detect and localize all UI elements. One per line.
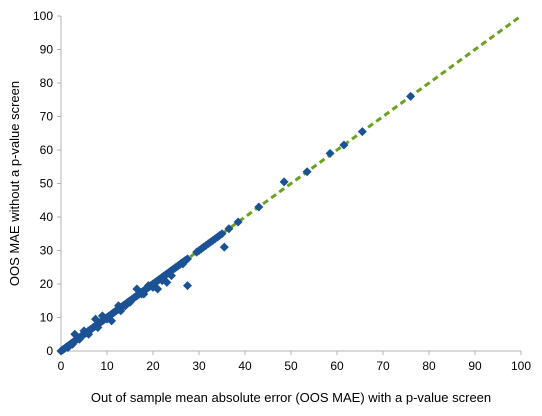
y-tick-label: 60 [40,143,54,157]
x-tick-label: 10 [100,359,114,373]
x-tick-label: 70 [376,359,390,373]
data-point [157,276,167,286]
tick-labels: 0 10 20 30 40 50 60 70 80 90 100 0 10 20 30 40 50 60 70 80 9… [33,9,531,373]
data-point [84,329,94,339]
data-point [217,229,227,239]
data-point [183,254,192,264]
y-axis-title-group: OOS MAE without a p-value screen [7,81,22,286]
y-tick-label: 80 [40,76,54,90]
y-tick-label: 40 [40,210,54,224]
x-axis-title: Out of sample mean absolute error (OOS M… [91,390,491,405]
y-tick-label: 50 [40,177,54,191]
x-tick-label: 50 [284,359,298,373]
data-point [91,314,100,324]
x-tick-label: 80 [422,359,436,373]
x-tick-label: 100 [511,359,531,373]
x-tick-label: 0 [58,359,65,373]
y-tick-label: 30 [40,244,54,258]
data-point [139,289,149,299]
x-tick-label: 40 [238,359,252,373]
data-point [233,217,243,227]
data-point [279,177,289,187]
data-point [219,242,229,252]
y-tick-label: 20 [40,277,54,291]
data-point [132,284,142,294]
data-point [102,314,112,324]
y-tick-label: 90 [40,43,54,57]
data-point [166,271,176,281]
x-tick-label: 90 [468,359,482,373]
data-point [74,334,84,344]
data-point [406,91,416,101]
data-point [224,224,234,234]
x-tick-label: 60 [330,359,344,373]
data-point [120,301,130,311]
data-point [339,140,349,150]
y-axis-title: OOS MAE without a p-value screen [7,81,22,286]
axes [57,15,522,355]
data-point [183,281,192,291]
data-point [254,202,264,212]
data-point [70,329,80,339]
data-point [68,339,77,349]
y-tick-label: 100 [33,9,53,23]
data-point [93,323,103,333]
data-point [357,127,367,137]
data-point [178,259,188,269]
data-point [325,148,335,158]
y-tick-label: 70 [40,110,54,124]
data-point [116,306,126,316]
y-tick-label: 0 [46,344,53,358]
y-tick-label: 10 [40,311,54,325]
data-point [148,282,158,292]
data-points [56,91,416,356]
x-tick-label: 20 [146,359,160,373]
data-point [302,167,312,177]
x-tick-label: 30 [192,359,206,373]
